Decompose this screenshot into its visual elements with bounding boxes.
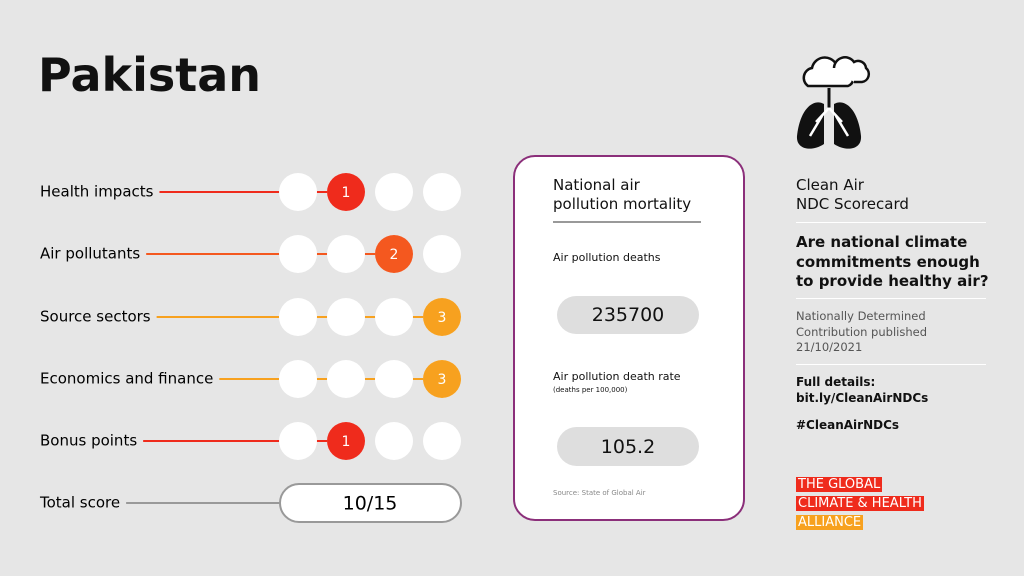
- score-dot: [375, 235, 413, 273]
- deaths-value: 235700: [557, 296, 699, 334]
- score-slot: [375, 298, 413, 336]
- rate-label: Air pollution death rate: [553, 370, 681, 383]
- question-line: Are national climate: [796, 233, 968, 251]
- rate-unit: (deaths per 100,000): [553, 386, 628, 394]
- score-slot: [279, 173, 317, 211]
- row-label: Health impacts: [40, 183, 154, 201]
- logo-line: ALLIANCE: [796, 515, 864, 530]
- score-slot: [375, 360, 413, 398]
- score-value: 1: [342, 185, 351, 201]
- alliance-logo: THE GLOBAL CLIMATE & HEALTH ALLIANCE: [796, 473, 924, 530]
- total-value: 10/15: [343, 493, 398, 515]
- divider: [796, 222, 986, 223]
- rate-value: 105.2: [557, 427, 699, 466]
- row-label: Economics and finance: [40, 370, 213, 388]
- mortality-title: National air pollution mortality: [553, 176, 691, 214]
- score-slot: [327, 360, 365, 398]
- logo-line: CLIMATE & HEALTH: [796, 496, 924, 511]
- score-slot: [327, 298, 365, 336]
- published-line: Nationally Determined: [796, 309, 926, 323]
- score-value: 3: [438, 310, 447, 326]
- published-line: Contribution published: [796, 324, 927, 339]
- score-slot: [423, 173, 461, 211]
- score-slot: [375, 422, 413, 460]
- score-value: 3: [438, 372, 447, 388]
- logo-line: THE GLOBAL: [796, 477, 883, 492]
- score-slot: [423, 235, 461, 273]
- title-line: Clean Air: [796, 176, 864, 194]
- total-label: Total score: [39, 494, 120, 512]
- details-link[interactable]: bit.ly/CleanAirNDCs: [796, 391, 929, 405]
- question: Are national climate commitments enough …: [796, 233, 989, 292]
- score-slot: [423, 422, 461, 460]
- row-label: Bonus points: [40, 432, 137, 450]
- title-line: pollution mortality: [553, 195, 692, 213]
- score-slot: [375, 173, 413, 211]
- score-slot: [279, 235, 317, 273]
- lungs-icon: [796, 56, 871, 149]
- score-value: 1: [342, 434, 351, 450]
- published-line: 21/10/2021: [796, 340, 863, 354]
- published: Nationally Determined Contribution publi…: [796, 309, 927, 356]
- score-dot: [327, 173, 365, 211]
- score-rows: Health impacts 1 Air pollutants 2 Source sec…: [39, 173, 462, 523]
- divider: [796, 364, 986, 365]
- question-line: to provide healthy air?: [796, 272, 989, 290]
- score-slot: [279, 422, 317, 460]
- title-rule: [553, 221, 701, 223]
- score-dot: [423, 360, 461, 398]
- score-value: 2: [390, 247, 399, 263]
- total-pill: [279, 483, 462, 523]
- row-label: Source sectors: [40, 308, 151, 326]
- divider: [796, 298, 986, 299]
- title-line: National air: [553, 176, 640, 194]
- hashtag: #CleanAirNDCs: [796, 418, 900, 432]
- row-label: Air pollutants: [40, 245, 140, 263]
- title-line: NDC Scorecard: [796, 195, 909, 213]
- score-slot: [279, 298, 317, 336]
- score-slot: [279, 360, 317, 398]
- score-dot: [327, 422, 365, 460]
- question-line: commitments enough: [796, 252, 980, 271]
- details: Full details: bit.ly/CleanAirNDCs: [796, 374, 928, 406]
- score-dot: [423, 298, 461, 336]
- details-label: Full details:: [796, 375, 876, 389]
- country-title: Pakistan: [38, 48, 262, 102]
- scorecard-title: Clean Air NDC Scorecard: [796, 176, 909, 214]
- deaths-label: Air pollution deaths: [553, 251, 661, 264]
- score-slot: [327, 235, 365, 273]
- source: Source: State of Global Air: [553, 489, 646, 497]
